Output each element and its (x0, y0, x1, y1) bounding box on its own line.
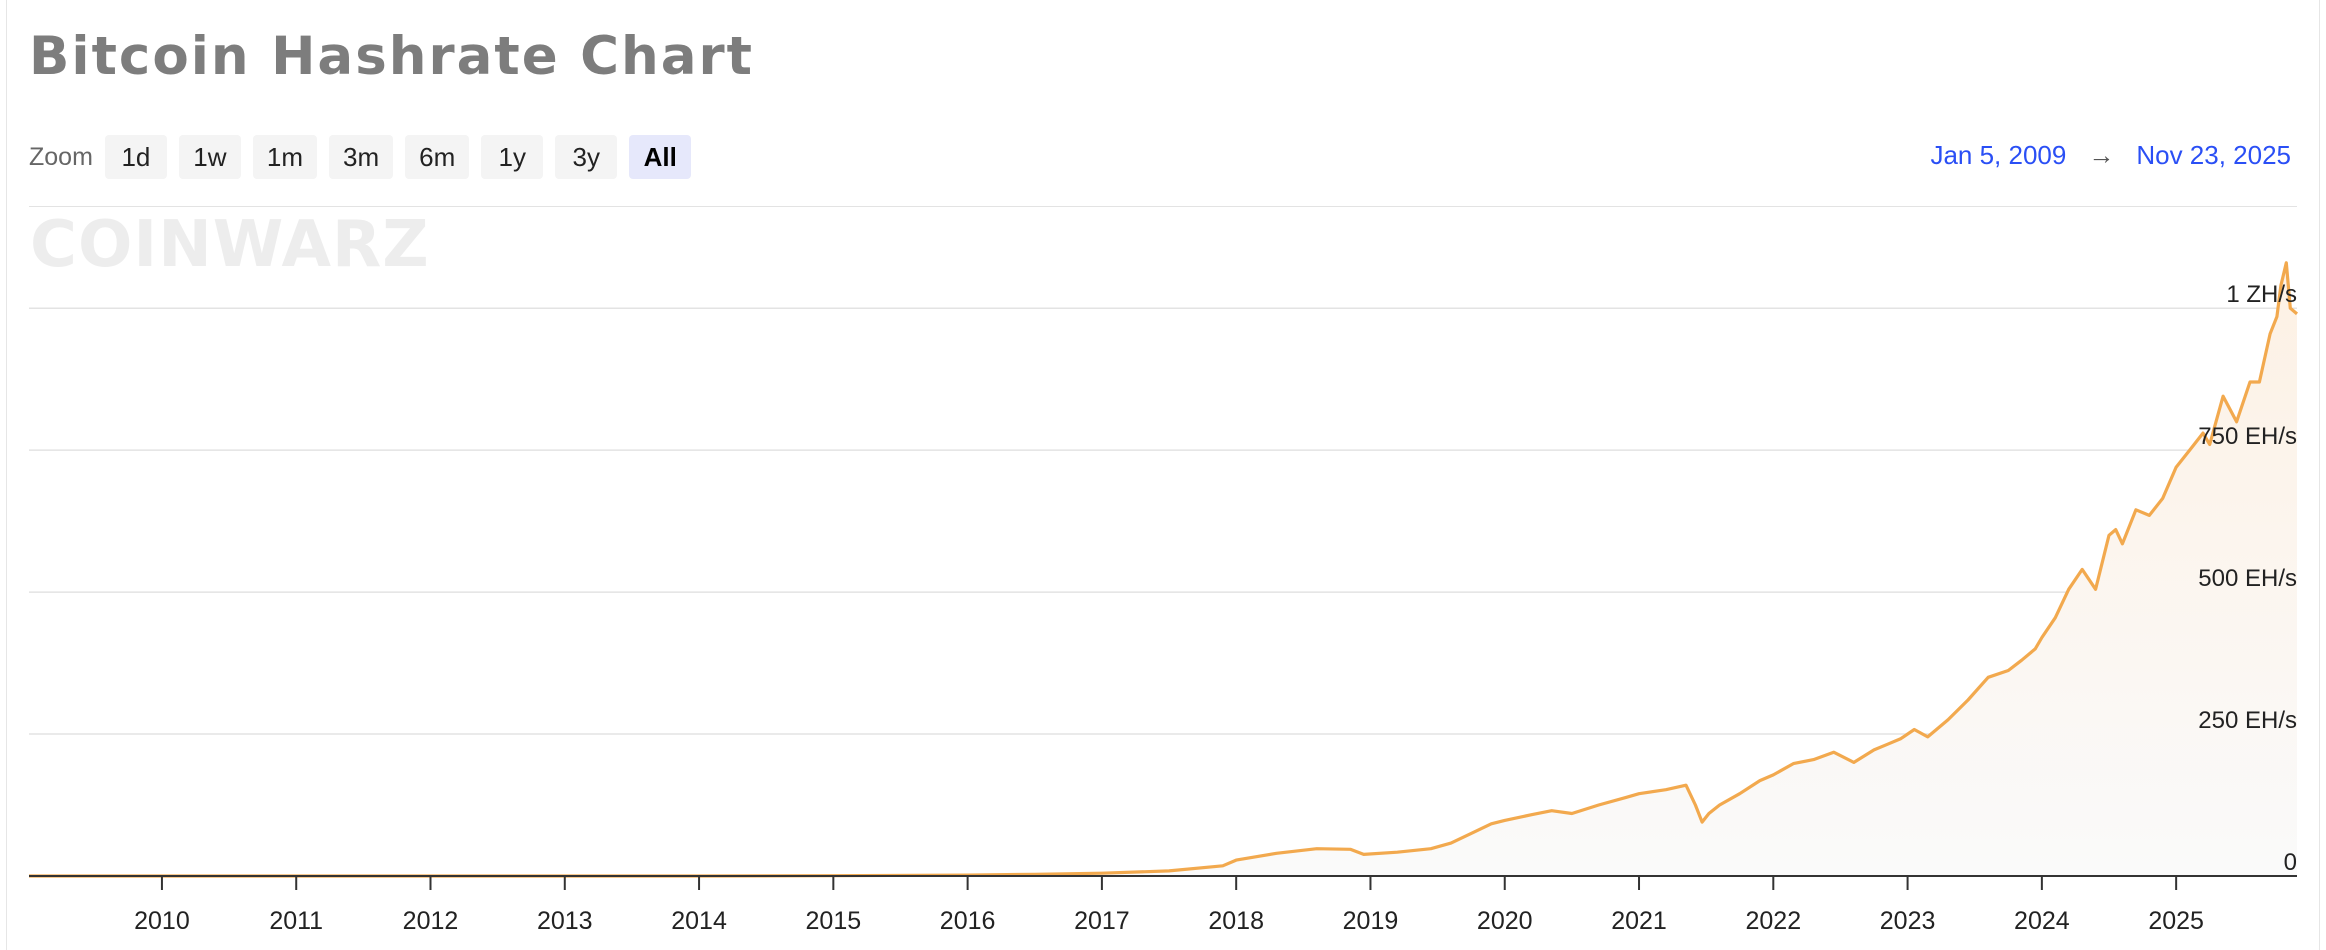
range-start-link[interactable]: Jan 5, 2009 (1930, 140, 2067, 170)
coinwarz-watermark-logo: COINWARZ (30, 208, 430, 282)
zoom-1y-button[interactable]: 1y (481, 135, 544, 179)
zoom-1m-button[interactable]: 1m (252, 135, 318, 179)
zoom-label: Zoom (29, 142, 93, 171)
x-tick-label: 2012 (403, 907, 459, 935)
x-tick-label: 2011 (269, 907, 323, 935)
x-tick-label: 2022 (1745, 907, 1801, 935)
y-tick-label: 0 (2284, 849, 2297, 876)
arrow-right-icon: → (2088, 140, 2115, 170)
range-end-link[interactable]: Nov 23, 2025 (2136, 140, 2291, 170)
x-tick-label: 2025 (2148, 907, 2204, 935)
x-tick-label: 2020 (1477, 907, 1533, 935)
x-tick-label: 2019 (1343, 907, 1399, 935)
x-tick-label: 2024 (2014, 907, 2070, 935)
x-tick-label: 2014 (671, 907, 727, 935)
zoom-6m-button[interactable]: 6m (405, 135, 470, 179)
zoom-1d-button[interactable]: 1d (104, 135, 167, 179)
x-tick-label: 2010 (134, 907, 190, 935)
y-tick-label: 250 EH/s (2198, 707, 2297, 734)
top-divider (29, 206, 2297, 207)
date-range: Jan 5, 2009 → Nov 23, 2025 (1930, 140, 2291, 171)
x-tick-label: 2016 (940, 907, 996, 935)
chart-frame (6, 0, 2320, 950)
x-tick-label: 2023 (1880, 907, 1936, 935)
page-title: Bitcoin Hashrate Chart (29, 26, 754, 87)
x-tick-label: 2015 (806, 907, 862, 935)
zoom-3y-button[interactable]: 3y (555, 135, 618, 179)
y-tick-label: 500 EH/s (2198, 565, 2297, 592)
x-tick-label: 2013 (537, 907, 593, 935)
y-tick-label: 1 ZH/s (2226, 281, 2297, 308)
x-tick-label: 2021 (1611, 907, 1667, 935)
hashrate-area-fill (29, 262, 2297, 876)
zoom-1w-button[interactable]: 1w (178, 135, 241, 179)
hashrate-series-line (29, 261, 2299, 878)
y-tick-label: 750 EH/s (2198, 423, 2297, 450)
x-tick-label: 2018 (1208, 907, 1264, 935)
zoom-all-button[interactable]: All (629, 135, 692, 179)
zoom-bar: Zoom 1d 1w 1m 3m 6m 1y 3y All (29, 134, 703, 180)
x-tick-label: 2017 (1074, 907, 1130, 935)
zoom-3m-button[interactable]: 3m (329, 135, 394, 179)
